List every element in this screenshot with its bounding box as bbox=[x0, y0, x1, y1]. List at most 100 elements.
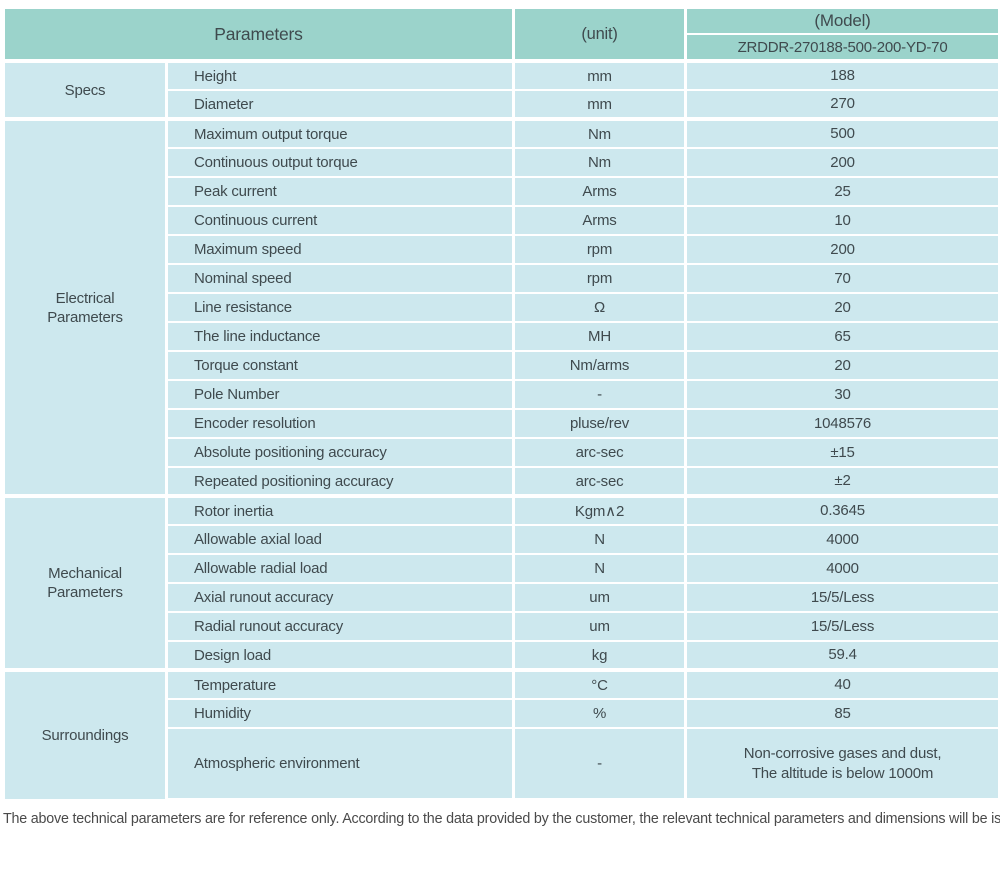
table-row: Line resistance Ω 20 bbox=[4, 292, 1000, 323]
param-name: Torque constant bbox=[164, 350, 516, 381]
param-value: 25 bbox=[684, 176, 1000, 207]
param-unit: Ω bbox=[512, 292, 688, 323]
footer-note: The above technical parameters are for r… bbox=[3, 811, 1000, 827]
param-name: Pole Number bbox=[164, 379, 516, 410]
table-row: Mechanical Parameters Rotor inertia Kgm∧… bbox=[2, 494, 1000, 671]
param-unit: Nm bbox=[512, 117, 688, 149]
param-unit: °C bbox=[512, 668, 688, 700]
param-value: 188 bbox=[684, 59, 1000, 91]
table-row: Pole Number - 30 bbox=[4, 379, 1000, 410]
param-unit: arc-sec bbox=[512, 466, 688, 497]
param-name: Radial runout accuracy bbox=[164, 611, 516, 642]
param-value: 65 bbox=[684, 321, 1000, 352]
param-value: 20 bbox=[684, 350, 1000, 381]
param-name: Line resistance bbox=[164, 292, 516, 323]
table-row: Continuous output torque Nm 200 bbox=[4, 147, 1000, 178]
table-row: Specs Height mm 188 bbox=[2, 59, 1000, 120]
table-row: Electrical Parameters Maximum output tor… bbox=[2, 117, 1000, 497]
table-row: Encoder resolution pluse/rev 1048576 bbox=[4, 408, 1000, 439]
param-name: Continuous current bbox=[164, 205, 516, 236]
table-row: Peak current Arms 25 bbox=[4, 176, 1000, 207]
table-row: Humidity % 85 bbox=[4, 698, 1000, 729]
section-label-specs: Specs bbox=[2, 59, 168, 120]
param-unit: Arms bbox=[512, 176, 688, 207]
param-name: Repeated positioning accuracy bbox=[164, 466, 516, 497]
param-value: 20 bbox=[684, 292, 1000, 323]
param-value: ±15 bbox=[684, 437, 1000, 468]
spec-table: Parameters (unit) (Model) ZRDDR-270188-5… bbox=[1, 5, 1000, 802]
param-value: 1048576 bbox=[684, 408, 1000, 439]
param-unit: Nm bbox=[512, 147, 688, 178]
param-unit: pluse/rev bbox=[512, 408, 688, 439]
param-value: 30 bbox=[684, 379, 1000, 410]
param-value: 200 bbox=[684, 147, 1000, 178]
param-unit: - bbox=[512, 379, 688, 410]
table-row: Absolute positioning accuracy arc-sec ±1… bbox=[4, 437, 1000, 468]
table-row: Torque constant Nm/arms 20 bbox=[4, 350, 1000, 381]
param-name: Nominal speed bbox=[164, 263, 516, 294]
param-unit: MH bbox=[512, 321, 688, 352]
param-value: 15/5/Less bbox=[684, 582, 1000, 613]
param-name: Peak current bbox=[164, 176, 516, 207]
header-model-code: ZRDDR-270188-500-200-YD-70 bbox=[684, 33, 1000, 62]
param-value: 4000 bbox=[684, 553, 1000, 584]
param-name: The line inductance bbox=[164, 321, 516, 352]
param-unit: um bbox=[512, 582, 688, 613]
table-row: Surroundings Temperature °C 40 bbox=[2, 668, 1000, 801]
param-unit: N bbox=[512, 524, 688, 555]
table-row: Radial runout accuracy um 15/5/Less bbox=[4, 611, 1000, 642]
table-row: Allowable axial load N 4000 bbox=[4, 524, 1000, 555]
table-row: Design load kg 59.4 bbox=[4, 640, 1000, 671]
param-name: Allowable radial load bbox=[164, 553, 516, 584]
param-unit: % bbox=[512, 698, 688, 729]
param-name: Humidity bbox=[164, 698, 516, 729]
table-row: Allowable radial load N 4000 bbox=[4, 553, 1000, 584]
table-row: Repeated positioning accuracy arc-sec ±2 bbox=[4, 466, 1000, 497]
param-value: 270 bbox=[684, 89, 1000, 120]
param-unit: Kgm∧2 bbox=[512, 494, 688, 526]
param-value: Non-corrosive gases and dust, The altitu… bbox=[684, 727, 1000, 802]
param-unit: kg bbox=[512, 640, 688, 671]
table-row: Maximum speed rpm 200 bbox=[4, 234, 1000, 265]
header-model: (Model) bbox=[684, 5, 1000, 35]
param-value: 15/5/Less bbox=[684, 611, 1000, 642]
param-name: Absolute positioning accuracy bbox=[164, 437, 516, 468]
param-name: Atmospheric environment bbox=[164, 727, 516, 802]
param-value: ±2 bbox=[684, 466, 1000, 497]
table-row: Axial runout accuracy um 15/5/Less bbox=[4, 582, 1000, 613]
section-label-surroundings: Surroundings bbox=[2, 668, 168, 801]
param-name: Continuous output torque bbox=[164, 147, 516, 178]
table-header: Parameters (unit) (Model) ZRDDR-270188-5… bbox=[1, 5, 1000, 62]
param-unit: Nm/arms bbox=[512, 350, 688, 381]
section-label-mechanical: Mechanical Parameters bbox=[2, 494, 168, 671]
param-value: 4000 bbox=[684, 524, 1000, 555]
param-name: Maximum output torque bbox=[164, 117, 516, 149]
param-unit: mm bbox=[512, 59, 688, 91]
param-unit: mm bbox=[512, 89, 688, 120]
param-name: Temperature bbox=[164, 668, 516, 700]
table-row: Nominal speed rpm 70 bbox=[4, 263, 1000, 294]
table-row: Continuous current Arms 10 bbox=[4, 205, 1000, 236]
table-row: Diameter mm 270 bbox=[4, 89, 1000, 120]
param-unit: rpm bbox=[512, 263, 688, 294]
spec-sheet: Parameters (unit) (Model) ZRDDR-270188-5… bbox=[1, 5, 1000, 827]
param-name: Rotor inertia bbox=[164, 494, 516, 526]
param-unit: arc-sec bbox=[512, 437, 688, 468]
param-unit: um bbox=[512, 611, 688, 642]
param-value: 70 bbox=[684, 263, 1000, 294]
param-name: Axial runout accuracy bbox=[164, 582, 516, 613]
param-name: Design load bbox=[164, 640, 516, 671]
param-value: 0.3645 bbox=[684, 494, 1000, 526]
table-row: The line inductance MH 65 bbox=[4, 321, 1000, 352]
param-name: Maximum speed bbox=[164, 234, 516, 265]
param-unit: rpm bbox=[512, 234, 688, 265]
header-unit: (unit) bbox=[512, 5, 688, 62]
param-name: Encoder resolution bbox=[164, 408, 516, 439]
param-value: 85 bbox=[684, 698, 1000, 729]
param-value: 200 bbox=[684, 234, 1000, 265]
param-name: Diameter bbox=[164, 89, 516, 120]
param-name: Height bbox=[164, 59, 516, 91]
table-row: Atmospheric environment - Non-corrosive … bbox=[4, 727, 1000, 802]
param-value: 500 bbox=[684, 117, 1000, 149]
header-parameters: Parameters bbox=[1, 5, 516, 62]
